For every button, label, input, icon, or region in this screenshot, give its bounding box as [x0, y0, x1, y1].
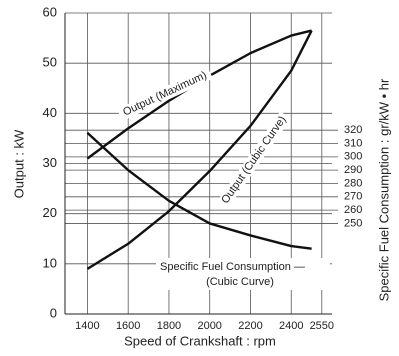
x-tick-label: 2200: [238, 320, 262, 332]
y-tick-label: 40: [43, 105, 57, 120]
y-axis-label: Output : kW: [11, 129, 26, 198]
y-tick-label: 20: [43, 205, 57, 220]
label-bg: [116, 66, 214, 122]
label-bg: [217, 111, 291, 209]
x-tick-label: 2000: [197, 320, 221, 332]
x-tick-label: 1800: [157, 320, 181, 332]
annotation: (Cubic Curve): [206, 276, 274, 288]
y2-tick-label: 270: [344, 191, 362, 203]
y-tick-label: 10: [43, 255, 57, 270]
series-line: [86, 30, 313, 270]
x-tick-label: 2400: [279, 320, 303, 332]
y2-tick-label: 260: [344, 204, 362, 216]
y-tick-label: 0: [50, 305, 57, 320]
annotation: Specific Fuel Consumption —: [160, 261, 305, 273]
y-tick-label: 50: [43, 55, 57, 70]
y2-tick-label: 280: [344, 177, 362, 189]
y2-tick-label: 300: [344, 151, 362, 163]
y2-tick-label: 310: [344, 137, 362, 149]
x-axis-label: Speed of Crankshaft : rpm: [124, 333, 276, 348]
y2-axis-label: Specific Fuel Consumption : gr/kW • hr: [376, 78, 391, 301]
series-line: [86, 131, 312, 250]
y2-tick-label: 320: [344, 124, 362, 136]
series-line: [86, 29, 312, 160]
y-tick-label: 60: [43, 4, 57, 19]
y2-tick-label: 290: [344, 164, 362, 176]
label-bg: [156, 258, 330, 290]
x-tick-label: 2550: [310, 320, 334, 332]
series-label: Output (Maximum): [121, 69, 209, 118]
x-tick-label: 1600: [116, 320, 140, 332]
y2-tick-label: 250: [344, 217, 362, 229]
series-label: Output (Cubic Curve): [219, 114, 288, 206]
y-tick-label: 30: [43, 155, 57, 170]
x-tick-label: 1400: [75, 320, 99, 332]
